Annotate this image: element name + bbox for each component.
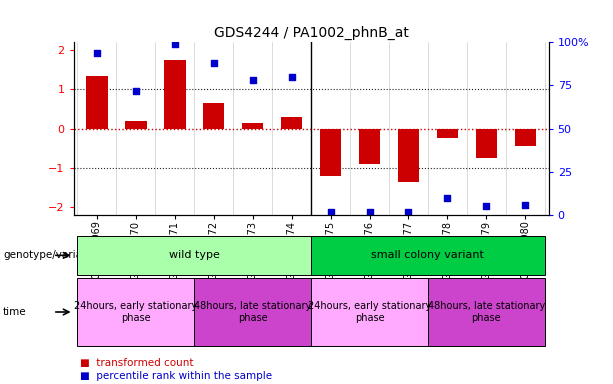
Text: ■  percentile rank within the sample: ■ percentile rank within the sample xyxy=(80,371,272,381)
Text: time: time xyxy=(3,307,27,317)
Bar xyxy=(398,129,419,182)
Bar xyxy=(320,129,341,176)
Point xyxy=(520,202,530,208)
Point xyxy=(209,60,219,66)
Point xyxy=(287,74,297,80)
Point xyxy=(481,204,491,210)
Point xyxy=(443,195,452,201)
Text: genotype/variation: genotype/variation xyxy=(3,250,102,260)
Point xyxy=(326,209,335,215)
Point xyxy=(365,209,375,215)
Text: ■  transformed count: ■ transformed count xyxy=(80,358,193,368)
Text: wild type: wild type xyxy=(169,250,219,260)
Text: small colony variant: small colony variant xyxy=(371,250,484,260)
Text: 48hours, late stationary
phase: 48hours, late stationary phase xyxy=(194,301,311,323)
Bar xyxy=(86,76,108,129)
Bar xyxy=(436,129,458,139)
Bar xyxy=(281,117,302,129)
Bar xyxy=(359,129,380,164)
Point xyxy=(248,77,257,83)
Text: 24hours, early stationary
phase: 24hours, early stationary phase xyxy=(308,301,431,323)
Text: 48hours, late stationary
phase: 48hours, late stationary phase xyxy=(428,301,545,323)
Bar xyxy=(125,121,147,129)
Bar xyxy=(242,123,264,129)
Bar xyxy=(476,129,497,158)
Bar xyxy=(514,129,536,146)
Bar xyxy=(164,60,186,129)
Title: GDS4244 / PA1002_phnB_at: GDS4244 / PA1002_phnB_at xyxy=(214,26,408,40)
Text: 24hours, early stationary
phase: 24hours, early stationary phase xyxy=(74,301,197,323)
Point xyxy=(403,209,413,215)
Point xyxy=(131,88,141,94)
Point xyxy=(170,41,180,47)
Bar xyxy=(203,103,224,129)
Point xyxy=(92,50,102,56)
